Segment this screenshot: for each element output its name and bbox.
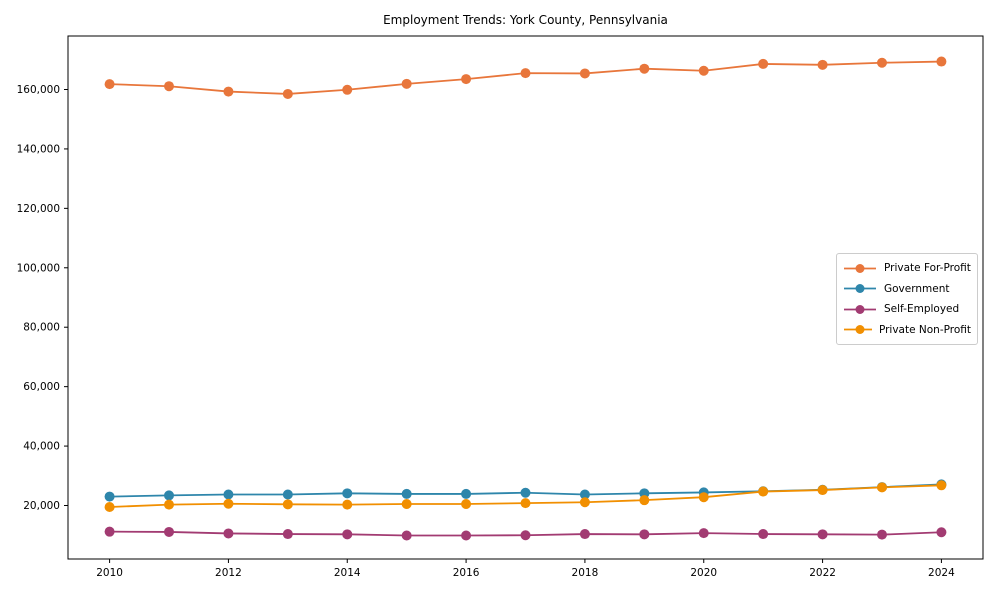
legend-label: Self-Employed [884,303,960,316]
legend-marker-icon [844,325,872,335]
point-private-for-profit-2013 [282,88,293,99]
chart-title: Employment Trends: York County, Pennsylv… [383,13,668,27]
point-private-non-profit-2015 [401,499,412,510]
point-self-employed-2018 [579,529,590,540]
point-government-2019 [639,488,650,499]
point-self-employed-2019 [639,529,650,540]
legend-label: Government [884,282,950,295]
legend-item-private-non-profit: Private Non-Profit [843,324,971,336]
y-tick-label: 80,000 [23,322,60,334]
series-private-for-profit [104,56,947,99]
point-private-for-profit-2016 [461,74,472,85]
point-government-2010 [104,491,115,502]
point-private-non-profit-2016 [461,499,472,510]
legend-marker-icon [844,304,876,314]
x-tick-label: 2012 [215,567,242,579]
point-self-employed-2014 [342,529,353,540]
point-private-for-profit-2020 [698,65,709,76]
legend-marker-icon [844,284,876,294]
legend-label: Private Non-Profit [878,323,971,336]
y-tick-label: 100,000 [17,262,60,274]
point-self-employed-2010 [104,526,115,537]
x-tick-label: 2024 [928,567,955,579]
point-self-employed-2016 [461,530,472,541]
point-private-for-profit-2012 [223,86,234,97]
x-tick-label: 2014 [334,567,361,579]
y-tick-label: 120,000 [17,203,60,215]
point-private-non-profit-2024 [936,480,947,491]
point-private-for-profit-2015 [401,78,412,89]
point-private-for-profit-2019 [639,63,650,74]
point-government-2017 [520,487,531,498]
point-private-for-profit-2017 [520,68,531,79]
point-private-for-profit-2021 [758,58,769,69]
series-self-employed [104,526,947,541]
point-government-2012 [223,489,234,500]
point-self-employed-2015 [401,530,412,541]
point-self-employed-2011 [164,526,175,537]
point-private-non-profit-2019 [639,495,650,506]
y-tick-label: 160,000 [17,84,60,96]
x-tick-label: 2010 [96,567,123,579]
point-private-for-profit-2014 [342,84,353,95]
point-private-non-profit-2021 [758,486,769,497]
point-private-for-profit-2022 [817,59,828,70]
point-private-for-profit-2011 [164,81,175,92]
series-private-non-profit [104,480,947,512]
point-private-non-profit-2018 [579,497,590,508]
point-government-2018 [579,489,590,500]
point-self-employed-2020 [698,528,709,539]
point-government-2013 [282,489,293,500]
point-government-2011 [164,490,175,501]
legend-label: Private For-Profit [884,262,971,275]
y-tick-label: 60,000 [23,381,60,393]
point-private-for-profit-2024 [936,56,947,67]
point-private-non-profit-2017 [520,498,531,509]
legend-item-government: Government [843,283,971,295]
plot-border [67,35,984,560]
point-government-2015 [401,488,412,499]
point-private-non-profit-2012 [223,498,234,509]
point-private-non-profit-2011 [164,499,175,510]
point-self-employed-2017 [520,530,531,541]
x-tick-label: 2020 [690,567,717,579]
legend-item-private-for-profit: Private For-Profit [843,262,971,274]
point-self-employed-2023 [876,529,887,540]
point-private-for-profit-2018 [579,68,590,79]
point-government-2016 [461,488,472,499]
x-axis: 2010 2012 2014 2016 2018 2020 2022 2024 [96,559,955,579]
y-tick-label: 40,000 [23,441,60,453]
x-tick-label: 2022 [809,567,836,579]
point-private-non-profit-2013 [282,499,293,510]
x-tick-label: 2018 [572,567,599,579]
point-private-non-profit-2022 [817,485,828,496]
x-tick-label: 2016 [453,567,480,579]
legend-item-self-employed: Self-Employed [843,303,971,315]
legend-marker-icon [844,263,876,273]
point-private-non-profit-2010 [104,501,115,512]
point-private-for-profit-2010 [104,79,115,90]
point-self-employed-2013 [282,529,293,540]
legend: Private For-Profit Government Self-Employe… [836,253,978,345]
point-private-non-profit-2023 [876,482,887,493]
point-private-for-profit-2023 [876,57,887,68]
point-self-employed-2021 [758,529,769,540]
point-government-2014 [342,488,353,499]
y-tick-label: 140,000 [17,143,60,155]
y-tick-label: 20,000 [23,500,60,512]
point-self-employed-2012 [223,528,234,539]
y-axis: 20,000 40,000 60,000 80,000 100,000 120,000 14… [17,84,68,512]
point-private-non-profit-2014 [342,499,353,510]
point-private-non-profit-2020 [698,492,709,503]
point-self-employed-2024 [936,527,947,538]
point-self-employed-2022 [817,529,828,540]
